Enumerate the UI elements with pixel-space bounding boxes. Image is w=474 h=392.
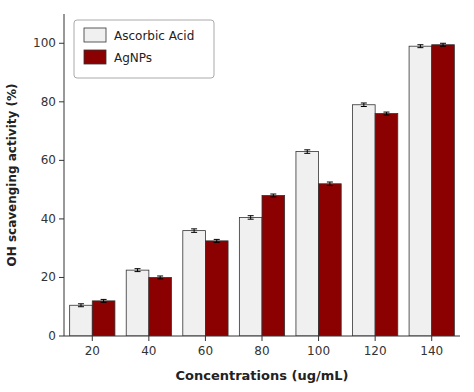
error-cap xyxy=(270,196,276,197)
error-cap xyxy=(248,215,254,216)
bar xyxy=(239,217,262,336)
error-cap xyxy=(101,302,107,303)
error-bar xyxy=(270,194,276,197)
error-cap xyxy=(304,149,310,150)
y-tick xyxy=(59,218,64,219)
error-cap xyxy=(157,275,163,276)
x-tick-label: 80 xyxy=(254,344,269,358)
y-tick xyxy=(59,277,64,278)
error-line xyxy=(307,150,308,154)
error-bar xyxy=(304,150,310,154)
error-line xyxy=(363,103,364,107)
y-axis-line xyxy=(64,14,65,336)
y-axis-label: OH scavenging activity (%) xyxy=(5,83,19,266)
y-tick xyxy=(59,336,64,337)
x-tick xyxy=(262,336,263,341)
legend-label: AgNPs xyxy=(114,51,152,65)
error-bar xyxy=(383,112,389,115)
error-cap xyxy=(383,112,389,113)
bar xyxy=(149,277,172,336)
error-cap xyxy=(214,239,220,240)
x-tick xyxy=(148,336,149,341)
y-tick-label: 0 xyxy=(48,329,56,343)
error-cap xyxy=(440,46,446,47)
error-cap xyxy=(270,194,276,195)
x-tick-label: 140 xyxy=(420,344,443,358)
legend-swatch xyxy=(84,50,106,64)
bar xyxy=(432,45,455,336)
error-cap xyxy=(101,299,107,300)
error-line xyxy=(194,229,195,233)
error-line xyxy=(250,216,251,220)
error-cap xyxy=(327,182,333,183)
error-cap xyxy=(361,106,367,107)
x-tick-label: 20 xyxy=(85,344,100,358)
legend: Ascorbic Acid AgNPs xyxy=(74,20,214,78)
error-bar xyxy=(135,269,141,272)
y-tick-label: 100 xyxy=(33,36,56,50)
x-tick xyxy=(205,336,206,341)
error-cap xyxy=(135,268,141,269)
x-tick xyxy=(318,336,319,341)
error-cap xyxy=(361,102,367,103)
bar xyxy=(126,270,149,336)
error-cap xyxy=(191,232,197,233)
x-tick-label: 40 xyxy=(141,344,156,358)
error-cap xyxy=(327,185,333,186)
error-cap xyxy=(417,44,423,45)
error-bar xyxy=(101,299,107,302)
error-cap xyxy=(304,153,310,154)
x-tick xyxy=(92,336,93,341)
bar xyxy=(409,46,432,336)
bar xyxy=(375,114,398,336)
bar xyxy=(262,195,285,336)
bar xyxy=(319,184,342,336)
error-cap xyxy=(214,242,220,243)
y-tick xyxy=(59,43,64,44)
error-bar xyxy=(361,103,367,107)
error-bar xyxy=(214,239,220,242)
error-bar xyxy=(440,43,446,46)
x-axis-label: Concentrations (ug/mL) xyxy=(175,368,348,383)
y-tick-label: 20 xyxy=(41,270,56,284)
error-bar xyxy=(327,182,333,186)
legend-swatch xyxy=(84,28,106,42)
error-cap xyxy=(440,43,446,44)
error-cap xyxy=(383,114,389,115)
error-cap xyxy=(417,47,423,48)
error-bar xyxy=(78,304,84,307)
error-line xyxy=(329,182,330,186)
bar xyxy=(92,301,115,336)
y-tick xyxy=(59,160,64,161)
legend-label: Ascorbic Acid xyxy=(114,29,194,43)
error-bar xyxy=(417,45,423,48)
bar xyxy=(183,231,206,336)
legend-box xyxy=(74,20,214,78)
error-cap xyxy=(157,278,163,279)
error-cap xyxy=(78,306,84,307)
bars xyxy=(70,43,455,336)
error-bar xyxy=(248,216,254,220)
x-tick xyxy=(431,336,432,341)
bar xyxy=(296,152,319,336)
bar xyxy=(353,105,376,336)
chart-container: 0 20 40 60 80 100 20 40 60 80 100 120 140 Concentrati… xyxy=(0,0,474,392)
error-cap xyxy=(191,228,197,229)
error-cap xyxy=(78,303,84,304)
bar xyxy=(205,241,228,336)
bar xyxy=(70,305,93,336)
x-tick-label: 60 xyxy=(198,344,213,358)
y-tick-label: 80 xyxy=(41,95,56,109)
x-tick-label: 120 xyxy=(364,344,387,358)
y-tick-label: 60 xyxy=(41,153,56,167)
x-tick xyxy=(375,336,376,341)
y-tick xyxy=(59,101,64,102)
error-bar xyxy=(191,229,197,233)
y-tick-label: 40 xyxy=(41,212,56,226)
error-cap xyxy=(248,219,254,220)
chart: 0 20 40 60 80 100 20 40 60 80 100 120 140 Concentrati… xyxy=(0,0,474,392)
error-bar xyxy=(157,276,163,279)
x-tick-label: 100 xyxy=(307,344,330,358)
error-cap xyxy=(135,271,141,272)
